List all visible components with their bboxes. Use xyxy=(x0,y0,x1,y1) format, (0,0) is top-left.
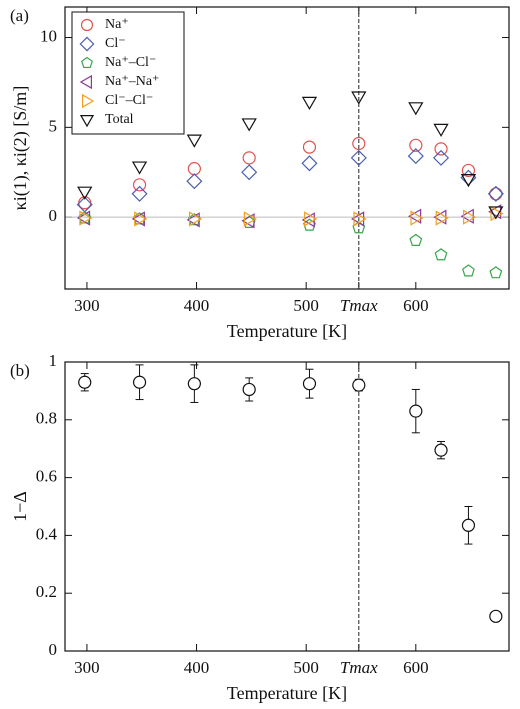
marker xyxy=(409,404,423,418)
marker xyxy=(408,102,424,116)
marker xyxy=(187,162,201,176)
marker xyxy=(351,91,367,105)
marker xyxy=(353,211,367,227)
marker xyxy=(243,211,257,227)
marker xyxy=(487,185,504,202)
marker xyxy=(302,377,317,391)
x-tick-label: 600 xyxy=(403,296,429,315)
x-tick-label: 300 xyxy=(74,658,100,677)
marker xyxy=(242,151,256,165)
marker xyxy=(351,211,365,227)
y-tick-label: 10 xyxy=(40,26,57,45)
marker xyxy=(407,148,424,165)
marker xyxy=(432,149,450,166)
marker xyxy=(188,211,203,227)
marker xyxy=(489,266,503,279)
marker xyxy=(79,36,95,52)
x-tick-label: Tmax xyxy=(340,658,378,677)
marker xyxy=(241,164,258,181)
marker xyxy=(132,178,147,192)
marker xyxy=(134,211,148,227)
marker xyxy=(186,134,203,148)
marker xyxy=(460,174,477,188)
marker xyxy=(489,187,503,201)
marker xyxy=(409,138,423,152)
marker xyxy=(186,173,203,190)
marker xyxy=(241,213,255,229)
plot-frame xyxy=(64,6,510,290)
marker xyxy=(434,142,448,156)
marker xyxy=(352,136,366,151)
x-axis-label: Temperature [K] xyxy=(227,321,347,341)
marker xyxy=(81,56,93,69)
marker xyxy=(409,233,423,246)
x-tick-label: 500 xyxy=(293,658,319,677)
marker xyxy=(301,96,318,110)
marker xyxy=(82,93,95,109)
y-axis-label: 1−Δ xyxy=(10,491,30,522)
y-tick-label: 0 xyxy=(49,206,58,225)
marker xyxy=(434,443,448,457)
y-tick-label: 0 xyxy=(49,640,58,659)
y-tick-label: 5 xyxy=(49,116,58,135)
x-tick-label: 400 xyxy=(184,296,210,315)
marker xyxy=(433,123,449,137)
marker xyxy=(76,210,91,226)
marker xyxy=(410,210,424,226)
marker xyxy=(77,186,93,200)
marker xyxy=(463,209,477,225)
y-tick-label: 0.4 xyxy=(36,524,58,543)
y-tick-label: 0.2 xyxy=(36,582,57,601)
x-tick-label: 300 xyxy=(74,296,100,315)
legend-label: Cl⁻ xyxy=(105,36,126,51)
x-tick-label: 600 xyxy=(403,658,429,677)
marker xyxy=(461,518,476,532)
x-tick-label: 500 xyxy=(293,296,319,315)
marker xyxy=(304,211,318,227)
marker xyxy=(350,149,367,166)
marker xyxy=(488,206,504,220)
marker xyxy=(187,377,201,391)
marker xyxy=(408,208,422,224)
marker xyxy=(435,210,449,226)
marker xyxy=(301,155,318,172)
marker xyxy=(79,210,93,226)
x-axis-label: Temperature [K] xyxy=(227,683,347,703)
legend-label: Na⁺–Na⁺ xyxy=(105,74,159,89)
y-tick-label: 0.6 xyxy=(36,467,57,486)
marker xyxy=(131,211,145,227)
marker xyxy=(461,163,476,178)
marker xyxy=(462,264,475,277)
panel-label: (b) xyxy=(10,361,30,380)
x-tick-label: Tmax xyxy=(340,296,378,315)
marker xyxy=(131,185,148,202)
plot-frame xyxy=(64,361,510,652)
x-tick-label: 400 xyxy=(184,658,210,677)
legend-box xyxy=(71,11,185,135)
y-tick-label: 1 xyxy=(49,351,58,370)
marker xyxy=(131,161,148,175)
marker xyxy=(242,382,256,397)
marker xyxy=(80,18,94,32)
y-axis-label: κi(1), κi(2) [S/m] xyxy=(10,86,31,211)
y-tick-label: 0.8 xyxy=(36,409,57,428)
marker xyxy=(302,140,317,154)
marker xyxy=(78,375,92,389)
marker xyxy=(434,248,448,261)
marker xyxy=(488,204,502,220)
marker xyxy=(489,609,503,623)
marker xyxy=(132,375,147,389)
marker xyxy=(352,378,366,392)
legend-label: Cl⁻–Cl⁻ xyxy=(105,93,153,108)
panel-label: (a) xyxy=(10,6,29,25)
marker xyxy=(79,115,95,128)
legend-label: Na⁺ xyxy=(105,17,129,32)
marker xyxy=(79,74,92,90)
legend-label: Total xyxy=(105,112,134,127)
legend-label: Na⁺–Cl⁻ xyxy=(105,55,156,70)
marker xyxy=(241,118,257,132)
